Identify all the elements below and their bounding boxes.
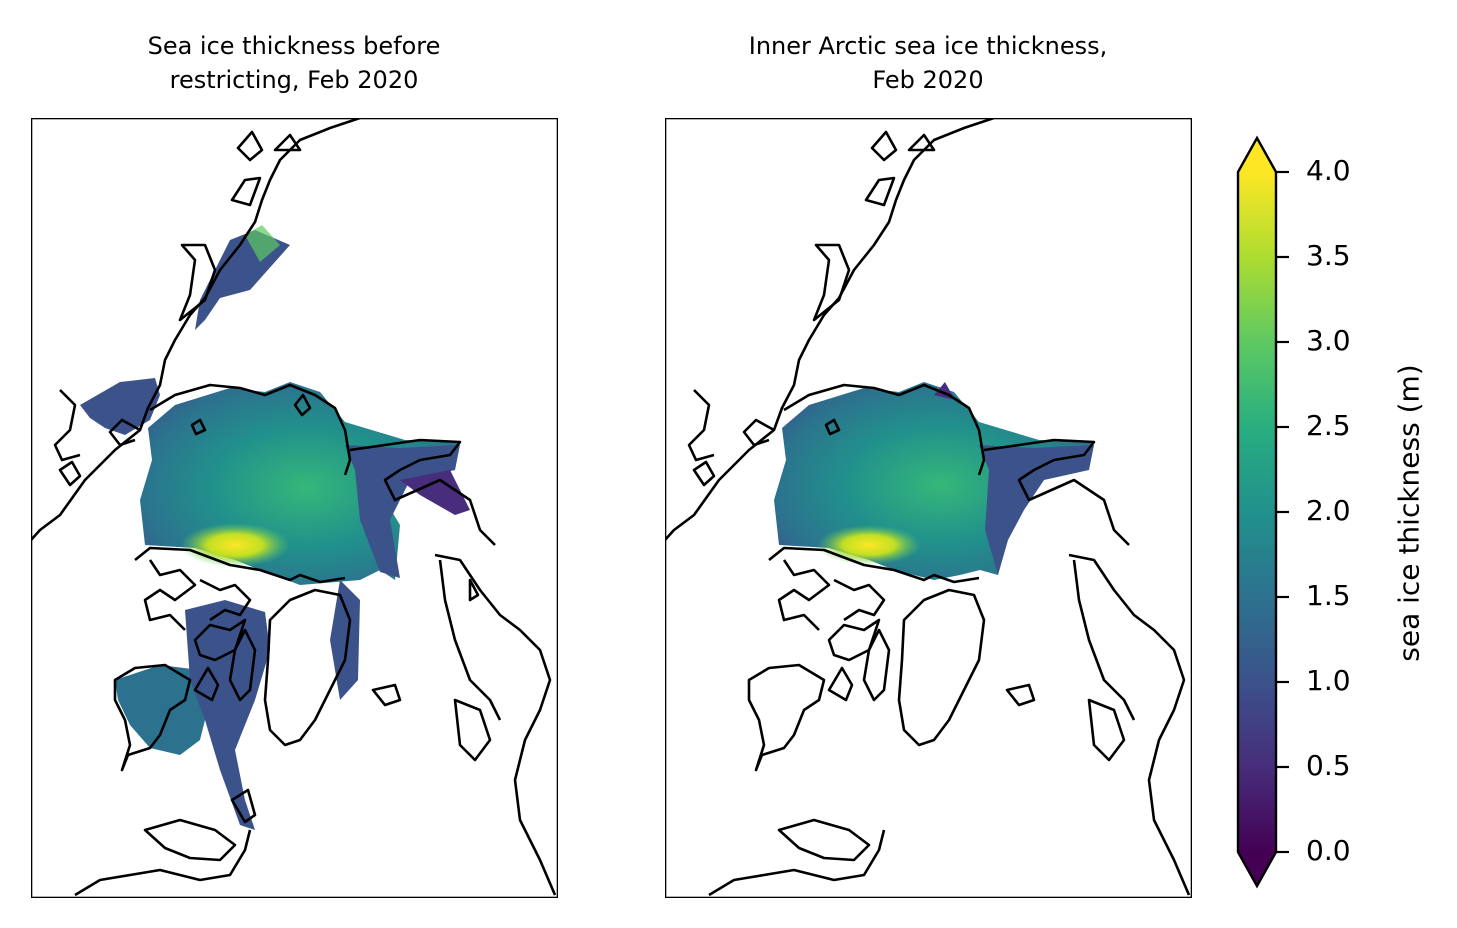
colorbar-tick-label: 1.0: [1306, 664, 1351, 697]
left-map-title-line-2: restricting, Feb 2020: [169, 66, 419, 94]
left-map-title: Sea ice thickness before restricting, Fe…: [0, 29, 594, 97]
colorbar-label: sea ice thickness (m): [1392, 364, 1426, 662]
colorbar-extend-max-arrow: [1238, 138, 1276, 172]
left-map-panel: [31, 118, 558, 898]
right-map-title-line-2: Feb 2020: [872, 66, 984, 94]
right-sea-ice-field: [774, 382, 1094, 580]
colorbar-tick-label: 3.0: [1306, 324, 1351, 357]
colorbar-gradient: [1238, 172, 1276, 852]
colorbar-tick-label: 1.5: [1306, 579, 1351, 612]
colorbar-extend-min-arrow: [1238, 852, 1276, 886]
right-map-title-line-1: Inner Arctic sea ice thickness,: [748, 32, 1108, 60]
right-coastlines: [665, 118, 1191, 897]
colorbar-tick-label: 4.0: [1306, 154, 1351, 187]
left-sea-ice-field: [80, 225, 470, 830]
colorbar: [1236, 135, 1289, 889]
colorbar-tick-label: 2.0: [1306, 494, 1351, 527]
colorbar-ticks: [1276, 170, 1289, 854]
left-coastlines: [31, 118, 557, 897]
colorbar-tick-label: 2.5: [1306, 409, 1351, 442]
right-map-panel: [665, 118, 1192, 898]
right-map-title: Inner Arctic sea ice thickness, Feb 2020: [628, 29, 1228, 97]
colorbar-tick-label: 0.0: [1306, 834, 1351, 867]
colorbar-tick-label: 0.5: [1306, 749, 1351, 782]
colorbar-tick-label: 3.5: [1306, 239, 1351, 272]
left-map-title-line-1: Sea ice thickness before: [147, 32, 441, 60]
